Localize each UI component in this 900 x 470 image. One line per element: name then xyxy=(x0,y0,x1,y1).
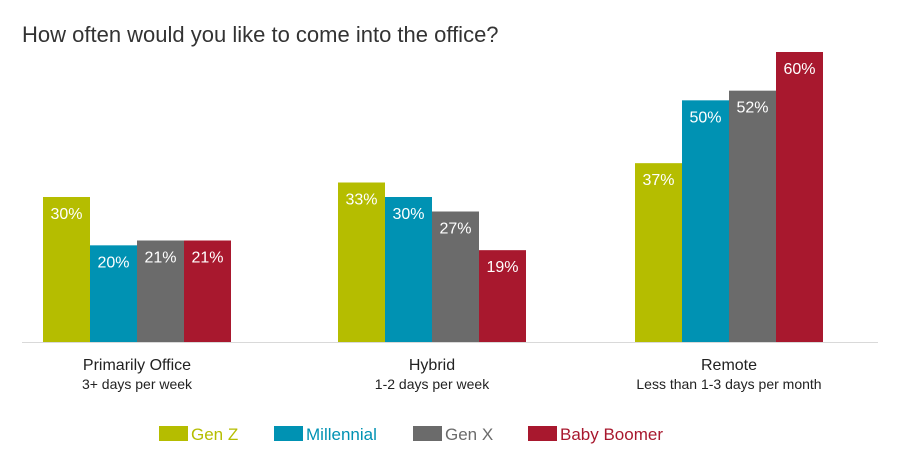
bar-2-2 xyxy=(729,90,776,343)
legend-swatch-1 xyxy=(274,426,303,441)
data-label-0-1: 20% xyxy=(97,254,129,271)
bar-0-0 xyxy=(43,197,90,342)
data-label-2-0: 37% xyxy=(642,172,674,189)
data-label-2-1: 50% xyxy=(689,109,721,126)
data-label-0-2: 21% xyxy=(144,250,176,267)
bar-0-2 xyxy=(137,240,184,342)
category-label-0: Primarily Office xyxy=(83,357,191,374)
data-label-0-0: 30% xyxy=(50,206,82,223)
chart-title: How often would you like to come into th… xyxy=(22,22,499,47)
legend-label-0: Gen Z xyxy=(191,425,238,444)
category-sublabel-1: 1-2 days per week xyxy=(375,376,490,392)
legend-swatch-0 xyxy=(159,426,188,441)
category-sublabel-0: 3+ days per week xyxy=(82,376,193,392)
data-label-0-3: 21% xyxy=(191,250,223,267)
category-sublabel-2: Less than 1-3 days per month xyxy=(636,376,821,392)
bar-1-2 xyxy=(432,211,479,342)
legend-swatch-3 xyxy=(528,426,557,441)
bar-1-0 xyxy=(338,182,385,342)
bar-2-3 xyxy=(776,52,823,342)
data-label-1-3: 19% xyxy=(486,259,518,276)
bar-0-1 xyxy=(90,245,137,342)
data-label-2-3: 60% xyxy=(783,61,815,78)
data-label-2-2: 52% xyxy=(736,100,768,117)
data-label-1-2: 27% xyxy=(439,221,471,238)
legend-label-1: Millennial xyxy=(306,425,377,444)
bar-2-0 xyxy=(635,163,682,342)
category-label-2: Remote xyxy=(701,357,757,374)
legend-label-3: Baby Boomer xyxy=(560,425,663,444)
bar-1-3 xyxy=(479,250,526,342)
bar-2-1 xyxy=(682,100,729,342)
data-label-1-0: 33% xyxy=(345,192,377,209)
data-label-1-1: 30% xyxy=(392,206,424,223)
bar-0-3 xyxy=(184,240,231,342)
category-label-1: Hybrid xyxy=(409,357,455,374)
legend-swatch-2 xyxy=(413,426,442,441)
legend-label-2: Gen X xyxy=(445,425,493,444)
bar-1-1 xyxy=(385,197,432,342)
